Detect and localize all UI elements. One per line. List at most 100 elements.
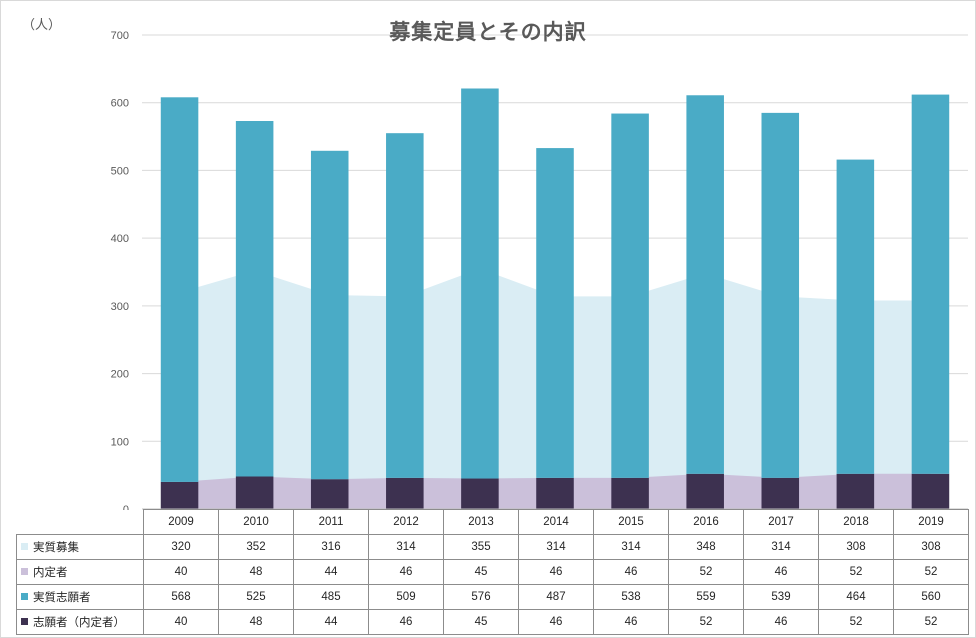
legend-label: 実質募集 (33, 542, 79, 554)
bar-segment-actual-applicants (911, 94, 950, 474)
bar-segment-actual-applicants (536, 148, 574, 478)
y-tick-label: 400 (111, 233, 129, 245)
y-tick-label: 600 (111, 98, 129, 110)
table-row: 実質志願者 568 525 485 509 576 487 538 559 539 464 560 (16, 584, 969, 610)
data-label: 348 (668, 534, 744, 560)
data-label: 52 (893, 609, 969, 635)
data-label: 44 (293, 559, 369, 585)
data-label: 52 (818, 609, 894, 635)
legend-label: 志願者（内定者） (33, 617, 125, 629)
data-label: 308 (818, 534, 894, 560)
legend-entry: 実質募集 (16, 534, 144, 560)
bar-segment-applicants-hired (761, 477, 800, 509)
x-tick-label: 2015 (593, 509, 669, 535)
y-tick-label: 100 (111, 436, 129, 448)
bar-segment-actual-applicants (160, 97, 199, 482)
bar-segment-applicants-hired (536, 477, 574, 509)
data-label: 40 (143, 559, 219, 585)
data-label: 45 (443, 609, 519, 635)
data-label: 485 (293, 584, 369, 610)
y-tick-label: 0 (123, 504, 129, 510)
data-table: 2009 2010 2011 2012 2013 2014 2015 2016 2017 2018… (16, 509, 969, 635)
data-label: 314 (743, 534, 819, 560)
data-label: 46 (368, 609, 444, 635)
x-tick-label: 2017 (743, 509, 819, 535)
x-tick-label: 2016 (668, 509, 744, 535)
y-tick-label: 700 (111, 30, 129, 42)
bar-segment-applicants-hired (911, 473, 950, 509)
data-label: 320 (143, 534, 219, 560)
data-label: 46 (593, 559, 669, 585)
data-label: 46 (593, 609, 669, 635)
data-label: 40 (143, 609, 219, 635)
data-label: 576 (443, 584, 519, 610)
data-label: 52 (668, 609, 744, 635)
bar-segment-applicants-hired (836, 473, 875, 509)
bar-segment-applicants-hired (235, 476, 274, 509)
data-label: 308 (893, 534, 969, 560)
x-tick-label: 2011 (293, 509, 369, 535)
x-tick-label: 2010 (218, 509, 294, 535)
bar-segment-actual-applicants (461, 88, 499, 479)
bar-segment-applicants-hired (461, 478, 499, 509)
x-tick-label: 2012 (368, 509, 444, 535)
data-label: 509 (368, 584, 444, 610)
data-label: 538 (593, 584, 669, 610)
data-label: 539 (743, 584, 819, 610)
bar-segment-actual-applicants (686, 95, 724, 474)
data-label: 45 (443, 559, 519, 585)
data-label: 525 (218, 584, 294, 610)
data-label: 46 (743, 609, 819, 635)
x-tick-label: 2014 (518, 509, 594, 535)
chart-plot: 0 100 200 300 400 500 600 700 (111, 30, 968, 510)
data-label: 314 (518, 534, 594, 560)
legend-label: 実質志願者 (33, 592, 91, 604)
x-tick-label: 2019 (893, 509, 969, 535)
data-label: 48 (218, 559, 294, 585)
data-label: 352 (218, 534, 294, 560)
data-label: 44 (293, 609, 369, 635)
data-label: 568 (143, 584, 219, 610)
x-tick-label: 2009 (143, 509, 219, 535)
legend-entry: 内定者 (16, 559, 144, 585)
data-label: 316 (293, 534, 369, 560)
bar-segment-actual-applicants (611, 113, 649, 478)
legend-label: 内定者 (33, 567, 68, 579)
data-label: 52 (818, 559, 894, 585)
bar-segment-actual-applicants (836, 159, 875, 474)
bar-segment-actual-applicants (386, 133, 424, 478)
y-tick-label: 500 (111, 165, 129, 177)
bar-segment-applicants-hired (611, 477, 649, 509)
bar-segment-applicants-hired (386, 477, 424, 509)
data-label: 464 (818, 584, 894, 610)
data-label: 46 (368, 559, 444, 585)
legend-entry: 実質志願者 (16, 584, 144, 610)
bar-segment-actual-applicants (235, 120, 274, 477)
y-tick-label: 200 (111, 369, 129, 381)
data-label: 52 (893, 559, 969, 585)
bar-segment-applicants-hired (160, 481, 199, 509)
legend-entry: 志願者（内定者） (16, 609, 144, 635)
table-row: 志願者（内定者） 40 48 44 46 45 46 46 52 46 52 52 (16, 609, 969, 635)
data-label: 46 (518, 609, 594, 635)
data-label: 559 (668, 584, 744, 610)
data-label: 52 (668, 559, 744, 585)
table-row: 内定者 40 48 44 46 45 46 46 52 46 52 52 (16, 559, 969, 585)
bar-segment-applicants-hired (686, 473, 724, 509)
data-label: 46 (743, 559, 819, 585)
data-label: 314 (593, 534, 669, 560)
legend-swatch (21, 593, 28, 600)
bar-segment-actual-applicants (761, 112, 800, 478)
legend-swatch (21, 618, 28, 625)
data-label: 487 (518, 584, 594, 610)
data-label: 48 (218, 609, 294, 635)
bar-segment-applicants-hired (310, 479, 349, 509)
data-label: 560 (893, 584, 969, 610)
legend-swatch (21, 568, 28, 575)
x-tick-label: 2018 (818, 509, 894, 535)
table-row: 実質募集 320 352 316 314 355 314 314 348 314 308 308 (16, 534, 969, 560)
x-tick-label: 2013 (443, 509, 519, 535)
table-corner (16, 509, 144, 535)
data-label: 314 (368, 534, 444, 560)
data-label: 355 (443, 534, 519, 560)
